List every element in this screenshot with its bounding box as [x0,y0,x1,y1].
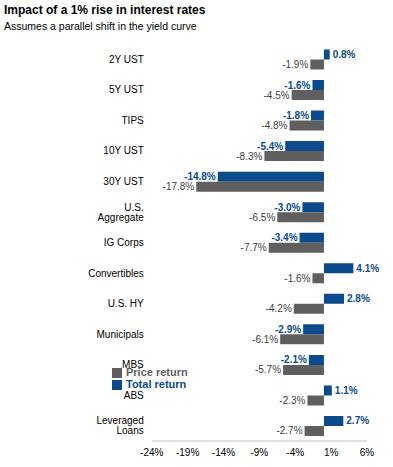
svg-text:-8.3%: -8.3% [236,151,262,162]
svg-text:4.1%: 4.1% [356,263,379,274]
svg-text:6%: 6% [360,447,375,458]
svg-text:-14.8%: -14.8% [184,171,216,183]
svg-text:U.S.Aggregate: U.S.Aggregate [98,202,145,223]
svg-text:-5.4%: -5.4% [257,140,284,152]
svg-text:-3.4%: -3.4% [271,232,297,243]
svg-text:-4.8%: -4.8% [261,120,287,131]
svg-text:-2.3%: -2.3% [279,395,305,406]
svg-text:-5.7%: -5.7% [255,364,281,375]
svg-text:-6.5%: -6.5% [249,212,275,223]
svg-text:-17.8%: -17.8% [163,181,195,192]
svg-text:-2.1%: -2.1% [281,354,307,365]
html-text:Total return: Total return [126,378,187,391]
html-text:Assumes a parallel shift in th: Assumes a parallel shift in the yield cu… [4,20,197,32]
svg-text:-1.8%: -1.8% [282,110,309,122]
svg-text:-2.9%: -2.9% [275,324,301,335]
svg-text:ABS: ABS [124,390,144,401]
svg-text:-14%: -14% [212,447,235,458]
svg-text:-24%: -24% [140,447,163,458]
svg-text:Convertibles: Convertibles [88,268,144,279]
svg-text:-1.6%: -1.6% [284,273,310,284]
svg-text:2.8%: 2.8% [347,293,370,304]
svg-text:-1.9%: -1.9% [282,59,308,70]
svg-text:IG Corps: IG Corps [104,237,144,248]
svg-text:-6.1%: -6.1% [252,334,278,345]
svg-text:LeveragedLoans: LeveragedLoans [96,415,143,436]
svg-text:-9%: -9% [250,447,268,458]
svg-text:2.7%: 2.7% [346,415,369,426]
svg-text:0.8%: 0.8% [333,49,356,60]
svg-text:30Y UST: 30Y UST [103,176,143,187]
svg-text:1.1%: 1.1% [335,385,358,396]
svg-text:Municipals: Municipals [97,329,144,340]
svg-text:-4%: -4% [286,447,304,458]
svg-text:-2.7%: -2.7% [276,425,302,436]
svg-text:-7.7%: -7.7% [241,242,267,253]
svg-text:U.S. HY: U.S. HY [108,298,144,309]
svg-text:MBS: MBS [122,359,144,370]
svg-text:TIPS: TIPS [122,115,145,126]
html-text:Impact of a 1% rise in interes: Impact of a 1% rise in interest rates [4,3,206,17]
html-text:Price return: Price return [126,366,188,378]
svg-text:-3.0%: -3.0% [274,202,300,213]
svg-text:1%: 1% [324,447,339,458]
svg-text:-19%: -19% [176,447,199,458]
svg-text:-4.2%: -4.2% [266,303,292,314]
svg-text:5Y UST: 5Y UST [109,84,144,95]
svg-text:-4.5%: -4.5% [264,90,290,101]
svg-text:10Y UST: 10Y UST [103,145,143,156]
svg-text:-1.6%: -1.6% [284,79,311,91]
svg-text:2Y UST: 2Y UST [109,54,144,65]
